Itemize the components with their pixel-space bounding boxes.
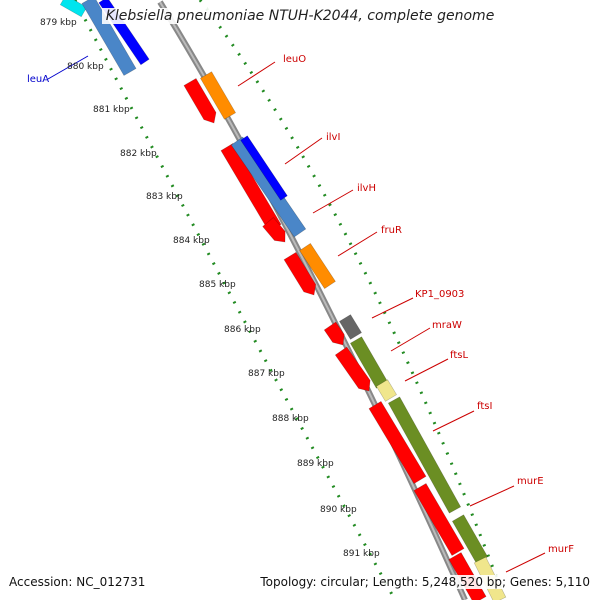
scale-label: 888 kbp xyxy=(272,414,309,424)
label-leaders xyxy=(47,55,546,573)
leader-line xyxy=(47,55,89,80)
gene-label: murE xyxy=(517,476,544,487)
scale-label: 883 kbp xyxy=(146,192,183,202)
fruR-cds xyxy=(283,251,317,296)
genome-backbone xyxy=(157,0,468,600)
ftsL-feature xyxy=(376,379,397,402)
scale-label: 886 kbp xyxy=(224,325,261,335)
gene-label: ftsL xyxy=(450,350,468,361)
leader-line xyxy=(337,231,378,257)
scale-label: 890 kbp xyxy=(320,505,357,515)
gene-label: ilvH xyxy=(357,183,376,194)
gene-label: murF xyxy=(548,544,574,555)
ilvI-cds xyxy=(220,143,282,232)
ilvI-blue xyxy=(240,135,288,201)
ilvI-feature xyxy=(230,136,307,238)
gene-label: mraW xyxy=(432,320,462,331)
gene-label: KP1_0903 xyxy=(415,289,464,300)
scale-labels: 879 kbp 880 kbp 881 kbp 882 kbp 883 kbp 884 k… xyxy=(40,18,380,559)
genome-summary: Topology: circular; Length: 5,248,520 bp… xyxy=(260,575,590,589)
scale-label: 882 kbp xyxy=(120,149,157,159)
scale-label: 884 kbp xyxy=(173,236,210,246)
leader-line xyxy=(312,189,354,214)
scale-label: 881 kbp xyxy=(93,105,130,115)
leuO-cds xyxy=(183,78,217,124)
scale-label: 885 kbp xyxy=(199,280,236,290)
accession-text: Accession: NC_012731 xyxy=(9,575,146,589)
leader-line xyxy=(284,137,323,165)
scale-label: 880 kbp xyxy=(67,62,104,72)
gene-label: fruR xyxy=(381,225,402,236)
outer-tick-ring xyxy=(198,0,507,600)
accession-value: Accession: NC_012731 xyxy=(9,575,146,589)
leader-line xyxy=(237,61,276,87)
gene-label: leuO xyxy=(283,54,306,65)
leader-line xyxy=(432,410,475,432)
ftsI-feature xyxy=(387,396,462,514)
map-title-text: Klebsiella pneumoniae NTUH-K2044, comple… xyxy=(101,8,499,24)
gene-label: ilvI xyxy=(326,132,340,143)
leuO-feature xyxy=(199,71,237,120)
murE-feature xyxy=(451,514,489,564)
kp1-feature xyxy=(339,314,362,340)
leader-line xyxy=(371,297,414,319)
inner-tick-ring xyxy=(73,0,397,600)
map-title: Klebsiella pneumoniae NTUH-K2044, comple… xyxy=(0,8,600,24)
leader-line xyxy=(505,552,546,573)
ftsI-cds xyxy=(368,400,427,485)
inner-tick-dots xyxy=(73,0,397,600)
gene-label: ftsI xyxy=(477,401,492,412)
gene-labels: leuA leuO ilvI ilvH fruR KP1_0903 mraW ftsL ftsI… xyxy=(27,54,574,555)
genome-summary-value: Topology: circular; Length: 5,248,520 bp… xyxy=(260,575,590,589)
leuA-feature xyxy=(81,0,137,76)
leader-line xyxy=(390,327,431,352)
scale-label: 891 kbp xyxy=(343,549,380,559)
gene-label: leuA xyxy=(27,74,49,85)
fruR-feature xyxy=(299,243,336,289)
ilvH-cds xyxy=(262,217,286,243)
scale-label: 879 kbp xyxy=(40,18,77,28)
mraW-cds xyxy=(334,346,371,392)
outer-tick-dots xyxy=(198,0,507,600)
feature-tracks xyxy=(59,0,507,600)
kp1-cds xyxy=(323,321,345,346)
murE-cds xyxy=(413,483,465,556)
scale-label: 887 kbp xyxy=(248,369,285,379)
leader-line xyxy=(404,358,449,382)
leader-line xyxy=(469,485,515,507)
scale-label: 889 kbp xyxy=(297,459,334,469)
